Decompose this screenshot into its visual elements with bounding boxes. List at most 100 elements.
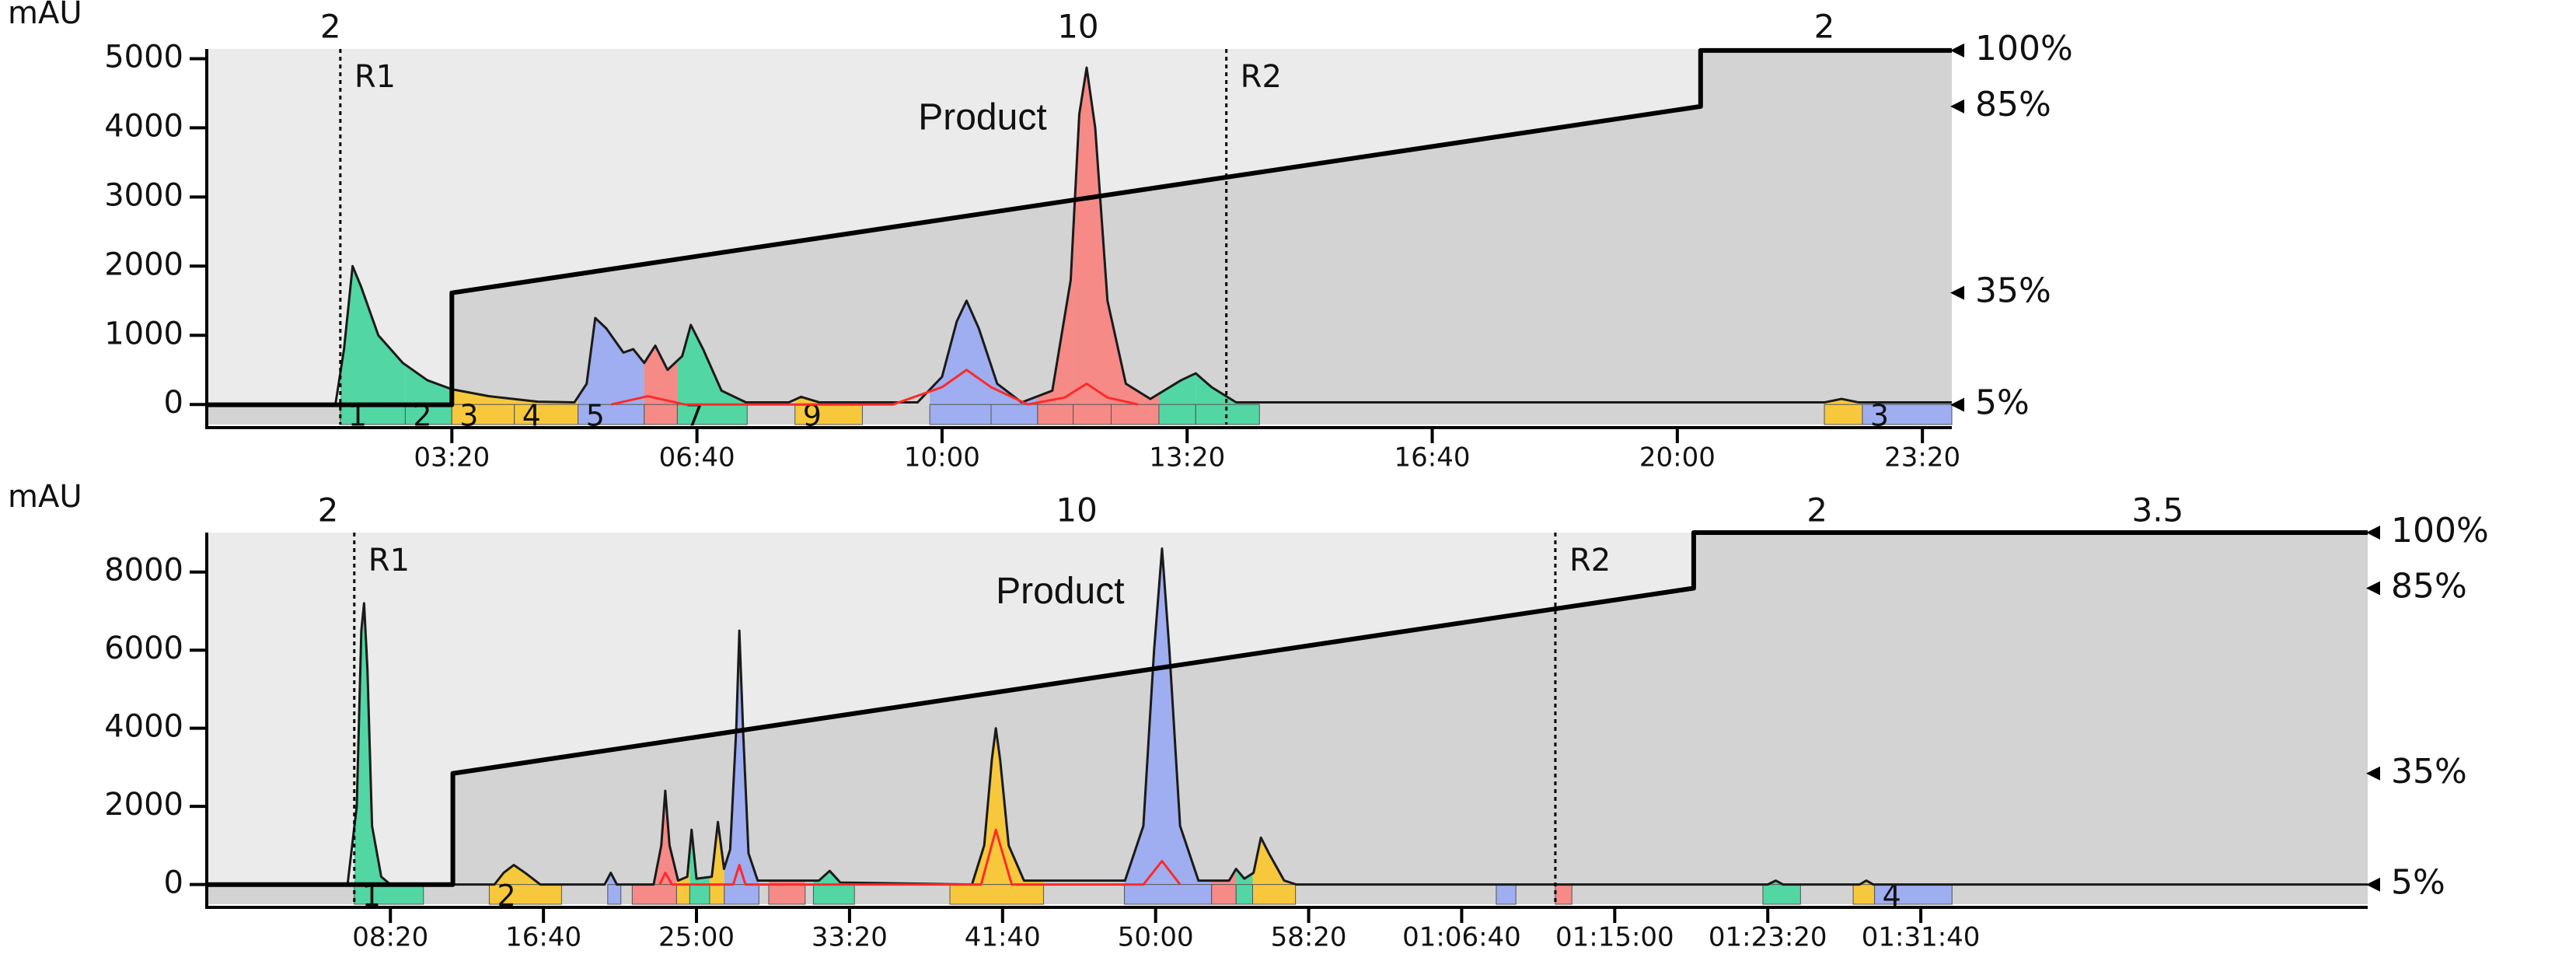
x-tick-label: 06:40 xyxy=(659,442,735,474)
fraction xyxy=(990,404,1038,425)
x-tick-label: 50:00 xyxy=(1118,922,1194,953)
y2-tick xyxy=(2366,877,2380,892)
fraction-area xyxy=(930,300,991,405)
fraction xyxy=(794,404,863,425)
fraction-area xyxy=(632,791,677,885)
fraction xyxy=(768,884,806,905)
x-tick-label: 16:40 xyxy=(1394,442,1471,474)
x-tick-label: 23:20 xyxy=(1884,442,1960,474)
fraction-area xyxy=(644,345,678,405)
y2-tick xyxy=(1950,285,1964,300)
gradient-line xyxy=(207,530,2368,887)
y-tick-label: 0 xyxy=(164,865,183,901)
annotation: Product xyxy=(996,571,1124,612)
fraction-area xyxy=(405,365,452,405)
fraction xyxy=(1824,404,1863,425)
fraction xyxy=(1037,404,1074,425)
fraction-area xyxy=(1111,317,1159,405)
fraction xyxy=(488,884,562,905)
y-tick-label: 1000 xyxy=(104,316,183,351)
fraction xyxy=(675,884,690,905)
y2-tick-label: 5% xyxy=(2391,863,2445,903)
run-marker-label: R1 xyxy=(354,59,396,95)
flow-label: 10 xyxy=(1056,491,1097,529)
run-marker-label: R1 xyxy=(368,543,410,578)
fraction-area xyxy=(578,318,644,405)
gradient-line xyxy=(207,47,1952,407)
y-tick-label: 8000 xyxy=(104,553,183,589)
fraction-area xyxy=(1124,548,1212,885)
run-marker-label: R2 xyxy=(1241,59,1282,95)
fraction xyxy=(1555,884,1572,905)
annotation: Product xyxy=(918,96,1046,138)
y2-tick-label: 5% xyxy=(1975,383,2030,423)
fraction-area xyxy=(724,631,759,885)
x-tick-label: 41:40 xyxy=(965,922,1041,953)
y-tick-label: 4000 xyxy=(104,108,183,144)
y2-tick-label: 100% xyxy=(1975,29,2073,68)
x-tick-label: 33:20 xyxy=(812,922,888,953)
y-tick-label: 2000 xyxy=(104,787,183,823)
x-tick-label: 01:06:40 xyxy=(1402,922,1521,953)
fraction xyxy=(949,884,1045,905)
flow-label: 2 xyxy=(320,8,341,46)
fraction xyxy=(1195,404,1260,425)
x-tick-label: 01:31:40 xyxy=(1862,922,1981,953)
y2-tick xyxy=(2366,526,2380,540)
x-tick-label: 03:20 xyxy=(414,442,490,474)
x-tick-label: 13:20 xyxy=(1149,442,1225,474)
fraction xyxy=(1158,404,1196,425)
x-tick-label: 01:15:00 xyxy=(1555,922,1674,953)
fraction xyxy=(812,884,855,905)
flow-label: 10 xyxy=(1057,8,1098,46)
flow-label: 2 xyxy=(318,491,339,529)
fraction xyxy=(607,884,622,905)
y2-tick-label: 85% xyxy=(1975,85,2051,124)
y2-tick xyxy=(1950,397,1964,412)
fraction-area xyxy=(1824,399,1862,405)
fraction xyxy=(929,404,992,425)
x-tick-label: 20:00 xyxy=(1639,442,1716,474)
y2-tick-label: 35% xyxy=(2391,752,2467,792)
fraction xyxy=(1852,884,1876,905)
y-tick-label: 3000 xyxy=(104,177,183,213)
fraction xyxy=(1762,884,1801,905)
fraction xyxy=(1124,884,1213,905)
y2-tick xyxy=(2366,766,2380,781)
fraction-area xyxy=(990,365,1038,405)
x-tick-label: 58:20 xyxy=(1271,922,1347,953)
trace-line xyxy=(207,66,1952,406)
fraction-area xyxy=(1158,373,1196,405)
run-marker-label: R2 xyxy=(1569,543,1611,578)
fraction xyxy=(1110,404,1160,425)
fraction xyxy=(340,404,406,425)
fraction xyxy=(514,404,579,425)
y2-tick xyxy=(1950,43,1964,58)
y-tick-label: 5000 xyxy=(104,39,183,75)
fraction xyxy=(689,884,710,905)
fraction xyxy=(1252,884,1297,905)
flow-label: 2 xyxy=(1806,491,1827,529)
fraction-area xyxy=(489,865,562,885)
x-tick-label: 25:00 xyxy=(658,922,735,953)
fraction-area xyxy=(813,871,855,885)
trace-line xyxy=(658,828,1182,886)
y-tick-label: 2000 xyxy=(104,246,183,282)
fraction-area xyxy=(1073,68,1112,405)
flow-label: 2 xyxy=(1814,8,1835,46)
y-tick-label: 4000 xyxy=(104,709,183,745)
y-tick-label: 6000 xyxy=(104,631,183,666)
fraction xyxy=(644,404,678,425)
x-tick-label: 16:40 xyxy=(505,922,581,953)
fraction xyxy=(1211,884,1237,905)
fraction-area xyxy=(1252,837,1296,885)
fraction xyxy=(724,884,759,905)
y-tick-label: 0 xyxy=(164,385,183,421)
fraction xyxy=(1235,884,1254,905)
fraction xyxy=(631,884,677,905)
fraction-area xyxy=(1196,373,1260,405)
fraction xyxy=(1862,404,1953,425)
y-axis-label: mAU xyxy=(8,479,82,515)
fraction xyxy=(1496,884,1517,905)
x-tick-label: 01:23:20 xyxy=(1709,922,1827,953)
